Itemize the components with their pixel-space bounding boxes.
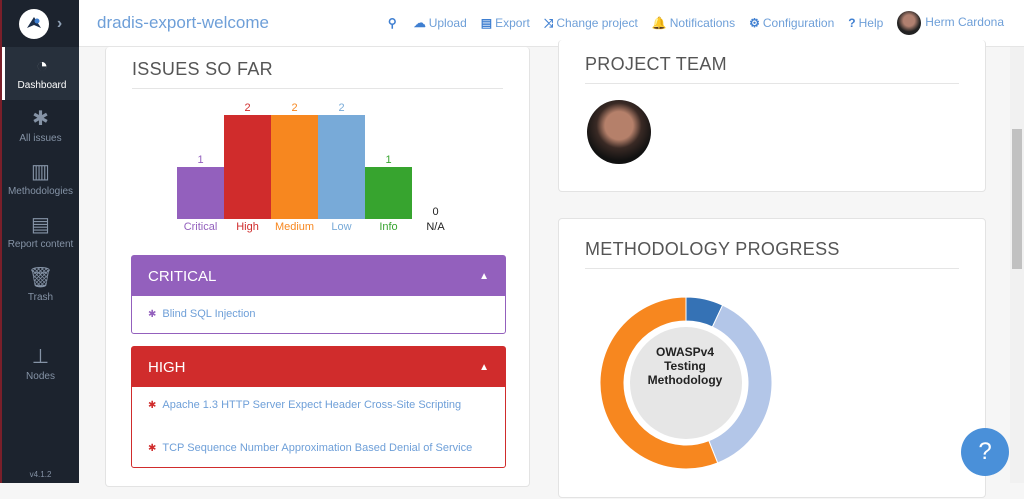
donut-center: [630, 327, 742, 439]
scrollbar[interactable]: [1010, 47, 1024, 483]
panel-critical: CRITICAL ▲ ✱ Blind SQL Injection: [131, 255, 506, 334]
issue-link[interactable]: ✱ Apache 1.3 HTTP Server Expect Header Cr…: [132, 387, 505, 424]
trash-icon: 🗑: [27, 267, 54, 289]
search-icon[interactable]: ⚲: [387, 16, 397, 30]
bar-value-label: 1: [385, 154, 391, 166]
shuffle-icon: ⤨: [543, 15, 554, 30]
nav-upload[interactable]: ☁ Upload: [414, 16, 467, 30]
category-label: Low: [331, 221, 351, 233]
dashboard-icon: ◔: [35, 55, 49, 77]
category-label: Critical: [184, 221, 218, 233]
sitemap-icon: ⊥: [31, 346, 50, 368]
file-icon: ▤: [480, 16, 493, 30]
project-title[interactable]: dradis-export-welcome: [97, 13, 269, 32]
panel-header[interactable]: CRITICAL ▲: [132, 256, 505, 296]
bar-value-label: 2: [291, 102, 297, 114]
bar-medium: [271, 115, 318, 219]
version: v4.1.2: [29, 470, 52, 479]
nav-label: Configuration: [762, 16, 835, 30]
nav-export[interactable]: ▤ Export: [481, 16, 530, 30]
nav-label: Notifications: [669, 16, 736, 30]
nav-notifications[interactable]: 🔔 Notifications: [652, 16, 735, 30]
issues-bar-chart: 1 Critical 2 High 2 Medium 2 Low 1 Info 0 N/A: [177, 102, 445, 233]
bar-value-label: 2: [244, 102, 250, 114]
sidebar-item-trash[interactable]: 🗑 Trash: [2, 259, 79, 312]
scrollbar-thumb[interactable]: [1012, 129, 1022, 269]
sidebar-item-all-issues[interactable]: ✱ All issues: [2, 100, 79, 153]
bug-icon: ✱: [148, 309, 157, 320]
nav-label: Change project: [556, 15, 638, 30]
logo[interactable]: ›: [2, 0, 79, 47]
sidebar-item-dashboard[interactable]: ◔ Dashboard: [2, 47, 79, 100]
bar-value-label: 1: [197, 154, 203, 166]
gear-icon: ⚙: [749, 16, 760, 30]
nav-configuration[interactable]: ⚙ Configuration: [749, 16, 834, 30]
document-icon: ▤: [31, 214, 50, 236]
issue-title: Apache 1.3 HTTP Server Expect Header Cro…: [162, 399, 462, 411]
team-card: PROJECT TEAM: [558, 40, 986, 192]
nav-label: Help: [858, 16, 884, 30]
methodology-title: METHODOLOGY PROGRESS: [585, 239, 959, 269]
category-label: Info: [379, 221, 397, 233]
team-member-avatar[interactable]: [587, 100, 651, 164]
bar-low: [318, 115, 365, 219]
issue-link[interactable]: ✱ Blind SQL Injection: [132, 296, 505, 333]
sidebar-item-label: Methodologies: [7, 186, 74, 197]
user-avatar: [897, 11, 922, 35]
sidebar-item-label: Trash: [27, 292, 54, 303]
caret-up-icon[interactable]: ▲: [479, 270, 489, 282]
bar-critical: [177, 167, 224, 219]
category-label: N/A: [426, 221, 445, 233]
bug-icon: ✱: [148, 400, 157, 411]
panel-high: HIGH ▲ ✱ Apache 1.3 HTTP Server Expect Head…: [131, 346, 506, 468]
category-label: Medium: [275, 221, 314, 233]
header: dradis-export-welcome ⚲ ☁ Upload ▤ Export ⤨ C…: [79, 0, 1024, 47]
methodology-donut-chart: [599, 296, 773, 470]
bug-icon: ✱: [32, 108, 49, 130]
panel-header[interactable]: HIGH ▲: [132, 347, 505, 387]
help-button[interactable]: ?: [961, 428, 1009, 476]
bar-value-label: 0: [432, 206, 438, 218]
bar-info: [365, 167, 412, 219]
nav-help[interactable]: ? Help: [848, 16, 883, 30]
issue-title: TCP Sequence Number Approximation Based …: [162, 442, 473, 454]
panel-title: CRITICAL: [148, 267, 217, 285]
sidebar-item-report-content[interactable]: ▤ Report content: [2, 206, 79, 259]
team-title: PROJECT TEAM: [585, 54, 959, 84]
user-name: Herm Cardona: [925, 15, 1004, 30]
sidebar-item-label: All issues: [19, 133, 62, 144]
sidebar-item-nodes[interactable]: ⊥ Nodes: [2, 338, 79, 391]
donut-segment: [599, 296, 719, 470]
chevron-right-icon[interactable]: ›: [56, 14, 63, 32]
methodology-card: METHODOLOGY PROGRESS OWASPv4 Testing Met…: [558, 218, 986, 498]
nav-label: Export: [495, 16, 530, 30]
bar-high: [224, 115, 271, 219]
issue-title: Blind SQL Injection: [162, 308, 256, 320]
bug-icon: ✱: [148, 443, 157, 454]
user-menu[interactable]: Herm Cardona: [897, 11, 1004, 35]
sidebar-item-label: Nodes: [26, 371, 55, 382]
dradis-logo-icon: [18, 8, 49, 39]
donut-center-label: OWASPv4 Testing Methodology: [647, 345, 723, 387]
issue-link[interactable]: ✱ TCP Sequence Number Approximation Based…: [132, 424, 505, 467]
bell-icon: 🔔: [651, 16, 667, 30]
sidebar-item-label: Report content: [7, 239, 74, 250]
category-label: High: [236, 221, 259, 233]
sidebar-item-label: Dashboard: [17, 80, 67, 91]
panel-title: HIGH: [148, 358, 186, 376]
cloud-upload-icon: ☁: [413, 16, 426, 30]
issues-title: ISSUES SO FAR: [132, 59, 503, 89]
question-icon: ?: [848, 16, 856, 30]
nav-label: Upload: [428, 16, 467, 30]
bar-value-label: 2: [338, 102, 344, 114]
nav-change-project[interactable]: ⤨ Change project: [544, 16, 638, 31]
sidebar: › ◔ Dashboard ✱ All issues ▥ Methodologies ▤ Re…: [0, 0, 79, 483]
board-icon: ▥: [31, 161, 50, 183]
caret-up-icon[interactable]: ▲: [479, 361, 489, 373]
sidebar-item-methodologies[interactable]: ▥ Methodologies: [2, 153, 79, 206]
